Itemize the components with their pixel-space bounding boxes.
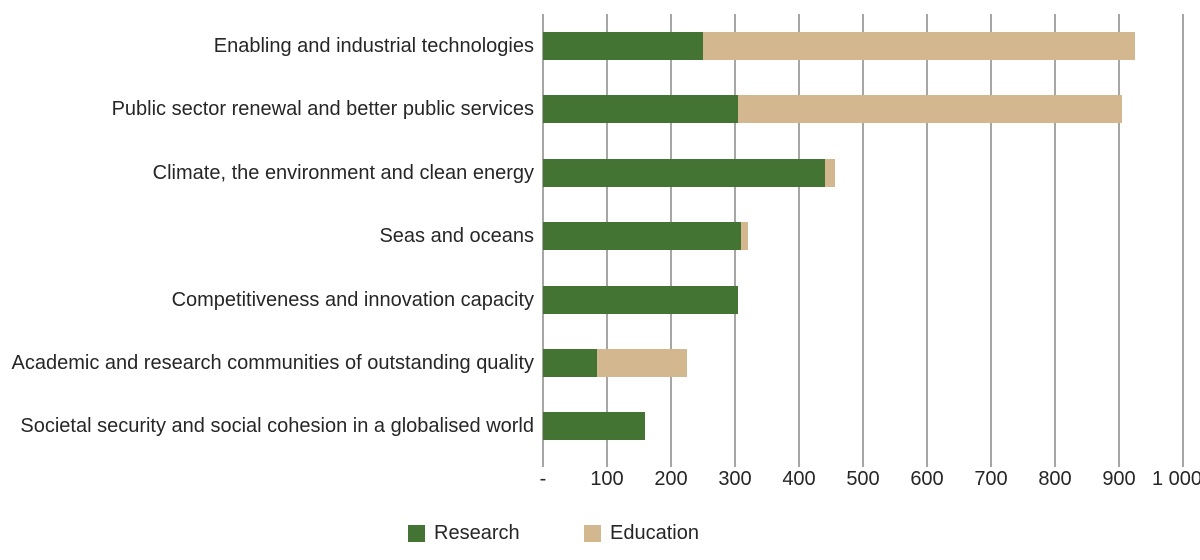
x-tick-label-300: 300 (718, 468, 752, 490)
research-swatch (408, 525, 425, 542)
x-tick-label-1000: 1 000 (1151, 468, 1200, 490)
category-label-4: Competitiveness and innovation capacity (171, 288, 534, 311)
category-label-3: Seas and oceans (379, 225, 534, 248)
bar-segment-education (741, 222, 749, 251)
bar-segment-research (543, 32, 703, 60)
legend-label-education: Education (610, 522, 699, 544)
x-tick-mark (606, 458, 608, 467)
bar-segment-research (543, 285, 739, 314)
x-tick-label-500: 500 (846, 468, 880, 490)
gridline-400 (798, 14, 800, 458)
x-tick-label-800: 800 (1038, 468, 1072, 490)
education-swatch (584, 525, 601, 542)
gridline-500 (862, 14, 864, 458)
bar-segment-research (543, 222, 742, 251)
bar-segment-education (703, 32, 1135, 60)
x-tick-label-900: 900 (1102, 468, 1136, 490)
category-label-1: Public sector renewal and better public … (111, 98, 534, 121)
bar-segment-education (597, 349, 687, 377)
gridline-800 (1054, 14, 1056, 458)
bar-segment-research (543, 95, 739, 124)
x-tick-mark (926, 458, 928, 467)
legend-label-research: Research (434, 522, 520, 544)
category-label-2: Climate, the environment and clean energ… (152, 161, 534, 184)
bar-segment-education (738, 95, 1123, 124)
legend-item-research: Research (408, 522, 520, 545)
x-tick-mark (798, 458, 800, 467)
category-label-6: Societal security and social cohesion in… (20, 415, 534, 438)
gridline-600 (926, 14, 928, 458)
x-tick-mark (1054, 458, 1056, 467)
x-tick-mark (734, 458, 736, 467)
category-label-0: Enabling and industrial technologies (213, 35, 534, 57)
x-tick-mark (990, 458, 992, 467)
category-label-5: Academic and research communities of out… (11, 352, 535, 374)
x-tick-mark (862, 458, 864, 467)
x-tick-mark (1118, 458, 1120, 467)
bar-segment-education (824, 158, 836, 187)
x-tick-mark (670, 458, 672, 467)
bar-segment-research (543, 349, 598, 377)
gridline-900 (1118, 14, 1120, 458)
gridline-1000 (1182, 14, 1184, 458)
bar-segment-research (543, 412, 646, 441)
plot-area (542, 14, 1200, 467)
x-tick-mark (1182, 458, 1184, 467)
x-tick-label-600: 600 (910, 468, 944, 490)
gridline-700 (990, 14, 992, 458)
x-tick-label-400: 400 (782, 468, 816, 490)
x-tick-label-700: 700 (974, 468, 1008, 490)
x-tick-label--: - (539, 468, 547, 490)
x-tick-label-200: 200 (654, 468, 688, 490)
x-tick-mark (542, 458, 544, 467)
legend-item-education: Education (584, 522, 699, 545)
x-tick-label-100: 100 (590, 468, 624, 490)
bar-segment-research (543, 158, 825, 187)
